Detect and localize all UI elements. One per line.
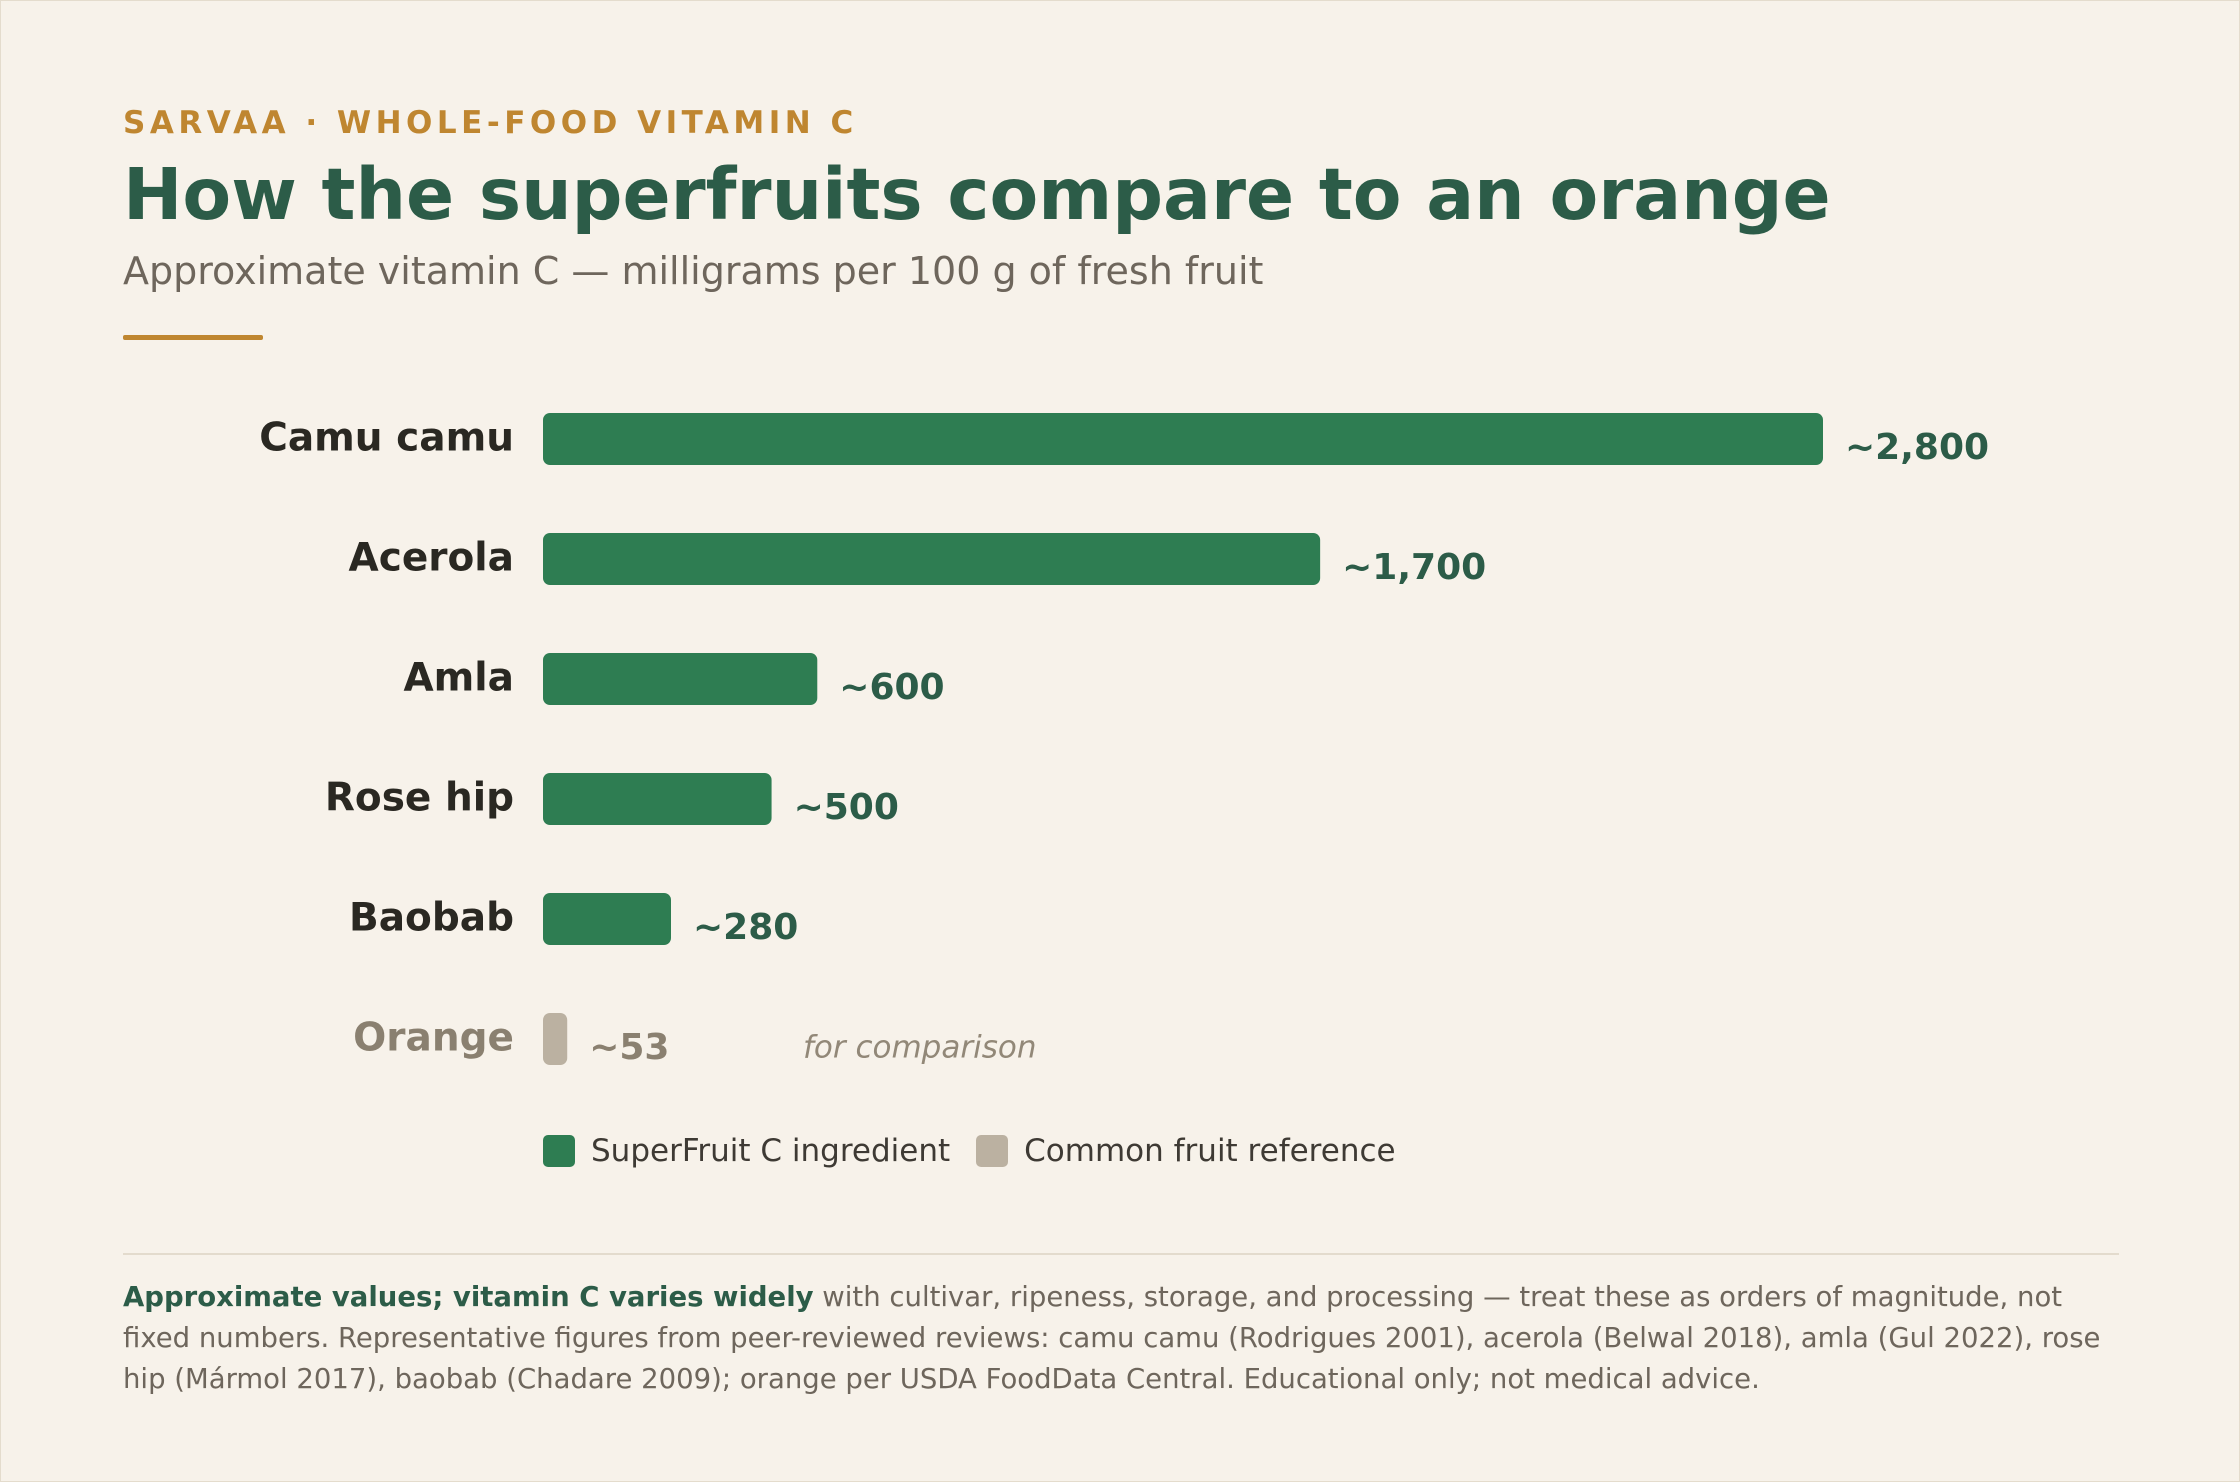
category-label-rose-hip: Rose hip (325, 776, 514, 821)
bar-acerola (543, 533, 1321, 585)
accent-rule (123, 335, 263, 340)
annotation-orange: for comparison (803, 1030, 1036, 1066)
bar-amla (543, 653, 818, 705)
legend: SuperFruit C ingredient Common fruit ref… (543, 1133, 1422, 1169)
bar-rose-hip (543, 773, 772, 825)
category-label-amla: Amla (403, 656, 514, 701)
footnote-body: with cultivar, ripeness, storage, and pr… (123, 1281, 2101, 1395)
legend-item-reference: Common fruit reference (976, 1133, 1396, 1169)
footnote: Approximate values; vitamin C varies wid… (123, 1277, 2119, 1400)
category-label-baobab: Baobab (349, 896, 514, 941)
category-label-camu-camu: Camu camu (259, 416, 514, 461)
bar-baobab (543, 893, 671, 945)
legend-label-superfruit: SuperFruit C ingredient (591, 1133, 951, 1169)
bar-camu-camu (543, 413, 1823, 465)
value-label-amla: ~600 (839, 667, 944, 708)
value-label-acerola: ~1,700 (1342, 547, 1486, 588)
legend-swatch-superfruit (543, 1135, 575, 1167)
bar-orange (543, 1013, 568, 1065)
legend-item-superfruit: SuperFruit C ingredient (543, 1133, 950, 1169)
value-label-baobab: ~280 (693, 907, 798, 948)
chart-title: How the superfruits compare to an orange (123, 153, 1831, 236)
category-label-orange: Orange (353, 1016, 514, 1061)
footnote-divider (123, 1253, 2119, 1255)
bar-chart: Camu camu ~2,800 Acerola ~1,700 Amla ~600 Rose… (259, 413, 1989, 1068)
value-label-rose-hip: ~500 (794, 787, 899, 828)
value-label-orange: ~53 (589, 1027, 669, 1068)
legend-label-reference: Common fruit reference (1024, 1133, 1396, 1169)
legend-swatch-reference (976, 1135, 1009, 1167)
brand-eyebrow: SARVAA · WHOLE-FOOD VITAMIN C (123, 105, 858, 141)
chart-subtitle: Approximate vitamin C — milligrams per 1… (123, 249, 1264, 293)
footnote-lead: Approximate values; vitamin C varies wid… (123, 1281, 814, 1313)
value-label-camu-camu: ~2,800 (1845, 427, 1989, 468)
category-label-acerola: Acerola (349, 536, 514, 581)
